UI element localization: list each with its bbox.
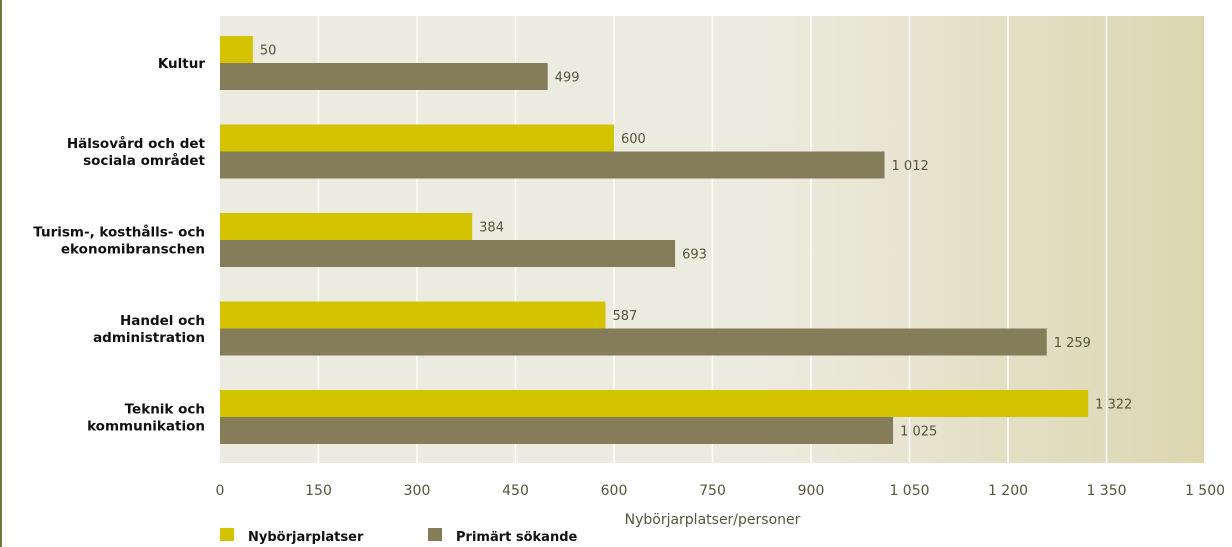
category-label: Teknik och kommunikation bbox=[87, 402, 205, 435]
bar-primart-sokande bbox=[220, 63, 548, 90]
x-tick-label: 300 bbox=[404, 483, 431, 499]
legend-label: Nybörjarplatser bbox=[248, 530, 364, 545]
category-label: Turism-, kosthålls- och ekonomibranschen bbox=[33, 224, 205, 258]
bar-value-label: 1 259 bbox=[1054, 336, 1091, 351]
left-edge-line bbox=[0, 0, 2, 547]
legend-label: Primärt sökande bbox=[456, 530, 578, 545]
x-tick-label: 1 350 bbox=[1086, 483, 1126, 499]
bar-nyborjarplatser bbox=[220, 124, 614, 152]
x-tick-label: 150 bbox=[305, 483, 332, 499]
x-tick-label: 1 200 bbox=[988, 483, 1028, 499]
bar-value-label: 1 025 bbox=[900, 425, 937, 440]
bar-nyborjarplatser bbox=[220, 36, 253, 63]
x-tick-label: 600 bbox=[601, 483, 628, 499]
bar-primart-sokande bbox=[220, 328, 1047, 356]
category-label: Kultur bbox=[158, 56, 206, 72]
legend-swatch bbox=[428, 528, 442, 541]
bar-value-label: 693 bbox=[682, 248, 707, 263]
bar-nyborjarplatser bbox=[220, 213, 473, 240]
bar-primart-sokande bbox=[220, 151, 885, 179]
category-label: Handel och administration bbox=[93, 313, 205, 346]
x-tick-label: 450 bbox=[502, 483, 529, 499]
category-labels: Kultur Hälsovård och det sociala området Tu… bbox=[33, 56, 205, 435]
x-tick-label: 750 bbox=[699, 483, 726, 499]
category-label: Hälsovård och det sociala området bbox=[67, 135, 206, 169]
x-tick-label: 900 bbox=[798, 483, 825, 499]
bar-value-label: 50 bbox=[260, 44, 277, 59]
legend: Nybörjarplatser Primärt sökande bbox=[220, 528, 578, 545]
bar-nyborjarplatser bbox=[220, 301, 606, 329]
x-axis-ticks: 0 150 300 450 600 750 900 1 050 1 200 1 350 1 500 bbox=[216, 483, 1226, 499]
bar-value-label: 1 322 bbox=[1095, 398, 1132, 413]
bar-value-label: 600 bbox=[621, 132, 646, 147]
bar-primart-sokande bbox=[220, 240, 676, 267]
bar-value-label: 499 bbox=[555, 71, 580, 86]
x-axis-label: Nybörjarplatser/personer bbox=[625, 512, 801, 528]
x-tick-label: 1 500 bbox=[1185, 483, 1225, 499]
bar-nyborjarplatser bbox=[220, 390, 1089, 417]
legend-swatch bbox=[220, 528, 234, 541]
bar-value-label: 1 012 bbox=[892, 159, 929, 174]
x-tick-label: 1 050 bbox=[889, 483, 929, 499]
bar-value-label: 384 bbox=[479, 221, 504, 236]
bar-value-label: 587 bbox=[612, 309, 637, 324]
x-tick-label: 0 bbox=[216, 483, 225, 499]
bar-primart-sokande bbox=[220, 417, 894, 444]
bars: 50 499 600 1 012 384 693 587 1 259 1 322 1 025 bbox=[220, 36, 1132, 444]
